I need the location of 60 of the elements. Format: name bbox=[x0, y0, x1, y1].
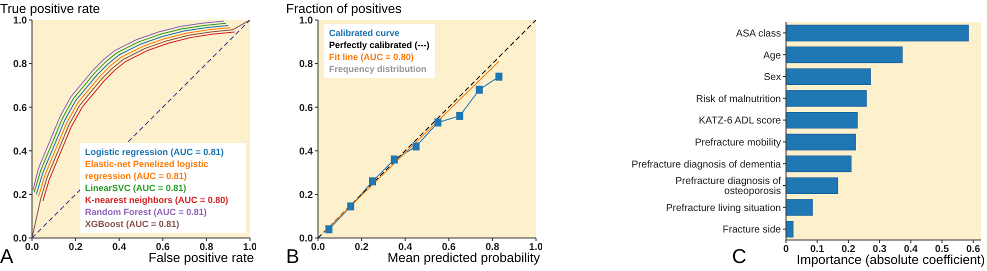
text: XGBoost (AUC = 0.81) bbox=[85, 218, 180, 230]
text: Random Forest (AUC = 0.81) bbox=[85, 206, 208, 218]
text: Perfectly calibrated (---) bbox=[329, 39, 430, 51]
x-tick-label: 0.4 bbox=[112, 242, 127, 254]
y-tick-label: 0.6 bbox=[13, 102, 28, 114]
y-tick-label: Fracture side bbox=[722, 224, 782, 236]
bar bbox=[786, 134, 856, 150]
x-tick-label: 0.2 bbox=[354, 242, 369, 254]
y-tick-label: Prefracture diagnosis of dementia bbox=[631, 159, 782, 170]
y-tick-label: Age bbox=[763, 50, 782, 62]
y-tick-label: 1.0 bbox=[299, 16, 314, 27]
y-tick-label: 0.6 bbox=[299, 102, 314, 114]
bar bbox=[786, 177, 838, 194]
y-axis-title: True positive rate bbox=[0, 1, 100, 16]
y-tick-label: 0.4 bbox=[299, 146, 314, 158]
point bbox=[495, 72, 502, 81]
bar bbox=[786, 46, 903, 64]
x-tick-label: 0.0 bbox=[311, 242, 326, 254]
text: Elastic-net Penelized logistic regression (AUC = 0.81) bbox=[85, 158, 210, 182]
point bbox=[390, 156, 398, 164]
text: A bbox=[0, 246, 14, 269]
y-tick-label: 0.2 bbox=[299, 190, 314, 201]
y-tick-label: 0.4 bbox=[13, 146, 28, 158]
bar bbox=[786, 68, 871, 85]
text: Logistic regression (AUC = 0.81) bbox=[85, 146, 225, 158]
y-tick-label: Risk of malnutrition bbox=[696, 94, 781, 105]
point bbox=[369, 177, 376, 186]
x-tick-label: 0 bbox=[783, 244, 790, 256]
bar bbox=[786, 156, 852, 172]
y-axis-title: Fraction of positives bbox=[286, 1, 402, 16]
y-tick-label: 0.2 bbox=[13, 190, 28, 201]
y-tick-label: Prefracture living situation bbox=[666, 202, 781, 214]
y-tick-label: 1.0 bbox=[13, 16, 28, 27]
annotation: Frequency distribution bbox=[329, 63, 428, 75]
text: K-nearest neighbors (AUC = 0.80) bbox=[85, 194, 230, 206]
y-tick-label: ASA class bbox=[736, 28, 781, 40]
text: Calibrated curve bbox=[329, 27, 401, 39]
point bbox=[325, 225, 332, 234]
point bbox=[347, 202, 354, 210]
bar bbox=[786, 24, 969, 42]
x-tick-label: 0.2 bbox=[68, 242, 83, 254]
y-tick-label: Prefracture diagnosis of osteoporosis bbox=[675, 176, 782, 198]
x-tick-label: 0.0 bbox=[25, 242, 40, 254]
point bbox=[476, 86, 483, 94]
text: C bbox=[732, 246, 746, 269]
point bbox=[456, 112, 464, 120]
bar bbox=[786, 90, 867, 107]
y-tick-label: 0.8 bbox=[299, 59, 314, 70]
y-tick-label: 0.8 bbox=[13, 59, 28, 70]
y-tick-label: Sex bbox=[764, 72, 781, 84]
text: B bbox=[286, 246, 300, 269]
bar bbox=[786, 220, 794, 238]
text: Fit line (AUC = 0.80) bbox=[329, 51, 415, 63]
y-tick-label: Prefracture mobility bbox=[694, 137, 781, 148]
text: LinearSVC (AUC = 0.81) bbox=[85, 182, 188, 194]
y-tick-label: KATZ-6 ADL score bbox=[698, 116, 782, 127]
bar bbox=[786, 199, 813, 216]
point bbox=[434, 118, 442, 126]
point bbox=[412, 142, 420, 150]
bar bbox=[786, 112, 858, 129]
